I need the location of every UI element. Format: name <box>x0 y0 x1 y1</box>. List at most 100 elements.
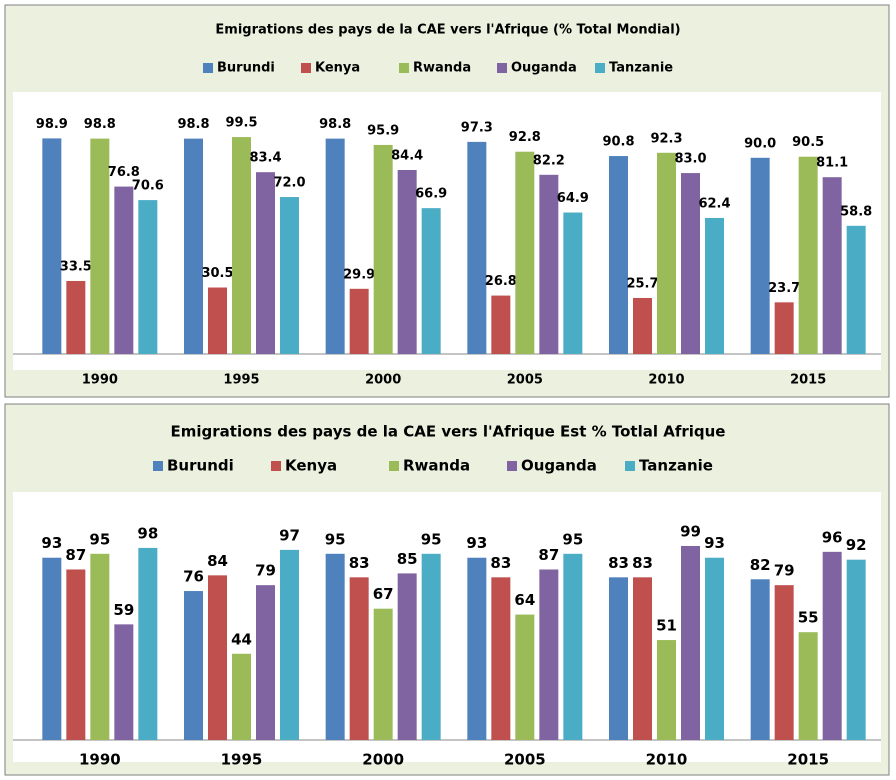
data-label: 58.8 <box>840 204 872 219</box>
data-label: 97 <box>279 526 300 544</box>
legend-label: Rwanda <box>413 61 471 76</box>
data-label: 96 <box>822 528 843 546</box>
data-label: 82.2 <box>533 153 565 168</box>
legend-label: Tanzanie <box>639 457 713 475</box>
bar <box>750 157 770 354</box>
bar <box>491 577 511 740</box>
bar <box>184 138 203 354</box>
x-tick-label: 2005 <box>504 751 546 769</box>
data-label: 29.9 <box>343 267 375 282</box>
x-tick-label: 2005 <box>507 373 543 388</box>
data-label: 83.0 <box>674 152 706 167</box>
x-tick-label: 1995 <box>221 751 263 769</box>
bar <box>846 225 866 354</box>
data-label: 83 <box>632 554 653 572</box>
data-label: 87 <box>538 546 559 564</box>
x-tick-label: 2000 <box>362 751 404 769</box>
data-label: 93 <box>704 534 725 552</box>
x-tick-label: 2010 <box>648 373 684 388</box>
bar <box>397 170 417 354</box>
data-label: 87 <box>65 546 86 564</box>
bar <box>705 557 724 740</box>
bar <box>750 579 770 740</box>
data-label: 64.9 <box>557 191 589 206</box>
bar <box>705 217 724 354</box>
data-label: 99 <box>680 522 701 540</box>
data-label: 83 <box>608 554 629 572</box>
legend-swatch <box>203 63 213 73</box>
data-label: 90.8 <box>602 135 634 150</box>
bar <box>114 624 134 740</box>
bar <box>798 632 818 740</box>
data-label: 85 <box>397 550 418 568</box>
legend-label: Rwanda <box>403 457 470 475</box>
legend-label: Ouganda <box>521 457 597 475</box>
data-label: 98.9 <box>36 117 68 132</box>
bar <box>421 553 441 740</box>
data-label: 83 <box>349 554 370 572</box>
data-label: 98 <box>137 524 158 542</box>
bar <box>822 551 842 740</box>
plot-area <box>13 92 881 370</box>
bar <box>609 156 628 354</box>
bar <box>467 557 487 740</box>
bar <box>232 137 251 354</box>
data-label: 95 <box>421 530 442 548</box>
plot-area <box>13 492 881 762</box>
legend-swatch <box>301 63 311 73</box>
data-label: 90.0 <box>744 136 776 151</box>
data-label: 23.7 <box>768 281 800 296</box>
bar <box>681 545 700 740</box>
data-label: 64 <box>514 591 535 609</box>
legend-swatch <box>507 461 517 471</box>
bar <box>208 287 227 354</box>
legend-swatch <box>271 461 281 471</box>
data-label: 82 <box>750 556 771 574</box>
data-label: 30.5 <box>201 266 233 281</box>
chart-title: Emigrations des pays de la CAE vers l'Af… <box>215 23 680 38</box>
data-label: 79 <box>255 562 276 580</box>
data-label: 79 <box>774 562 795 580</box>
data-label: 83 <box>490 554 511 572</box>
bar <box>515 151 535 354</box>
bar <box>280 197 299 354</box>
bar <box>256 585 275 740</box>
legend-swatch <box>153 461 163 471</box>
bar <box>609 577 628 740</box>
legend-swatch <box>625 461 635 471</box>
legend-swatch <box>595 63 605 73</box>
data-label: 72.0 <box>273 176 305 191</box>
bar <box>563 212 583 354</box>
bar <box>657 152 676 354</box>
bar <box>563 553 583 740</box>
legend-swatch <box>389 461 399 471</box>
data-label: 93 <box>41 534 62 552</box>
bar <box>208 575 227 740</box>
data-label: 25.7 <box>626 276 658 291</box>
legend-label: Kenya <box>315 61 360 76</box>
bar <box>325 138 345 354</box>
data-label: 90.5 <box>792 135 824 150</box>
bar <box>539 174 559 354</box>
data-label: 95 <box>89 530 110 548</box>
chart-title: Emigrations des pays de la CAE vers l'Af… <box>171 423 726 441</box>
legend-label: Kenya <box>285 457 337 475</box>
data-label: 62.4 <box>698 196 730 211</box>
legend-swatch <box>399 63 409 73</box>
data-label: 92.3 <box>650 131 682 146</box>
bar <box>138 200 158 354</box>
data-label: 97.3 <box>461 120 493 135</box>
bar <box>491 295 511 354</box>
x-tick-label: 1995 <box>223 373 259 388</box>
data-label: 51 <box>656 617 677 635</box>
bar <box>184 591 203 740</box>
data-label: 92.8 <box>509 130 541 145</box>
x-tick-label: 2015 <box>790 373 826 388</box>
data-label: 95 <box>562 530 583 548</box>
bar <box>256 172 275 354</box>
data-label: 95.9 <box>367 123 399 138</box>
bar <box>822 177 842 354</box>
bar <box>681 173 700 354</box>
bar <box>138 547 158 740</box>
data-label: 95 <box>325 530 346 548</box>
